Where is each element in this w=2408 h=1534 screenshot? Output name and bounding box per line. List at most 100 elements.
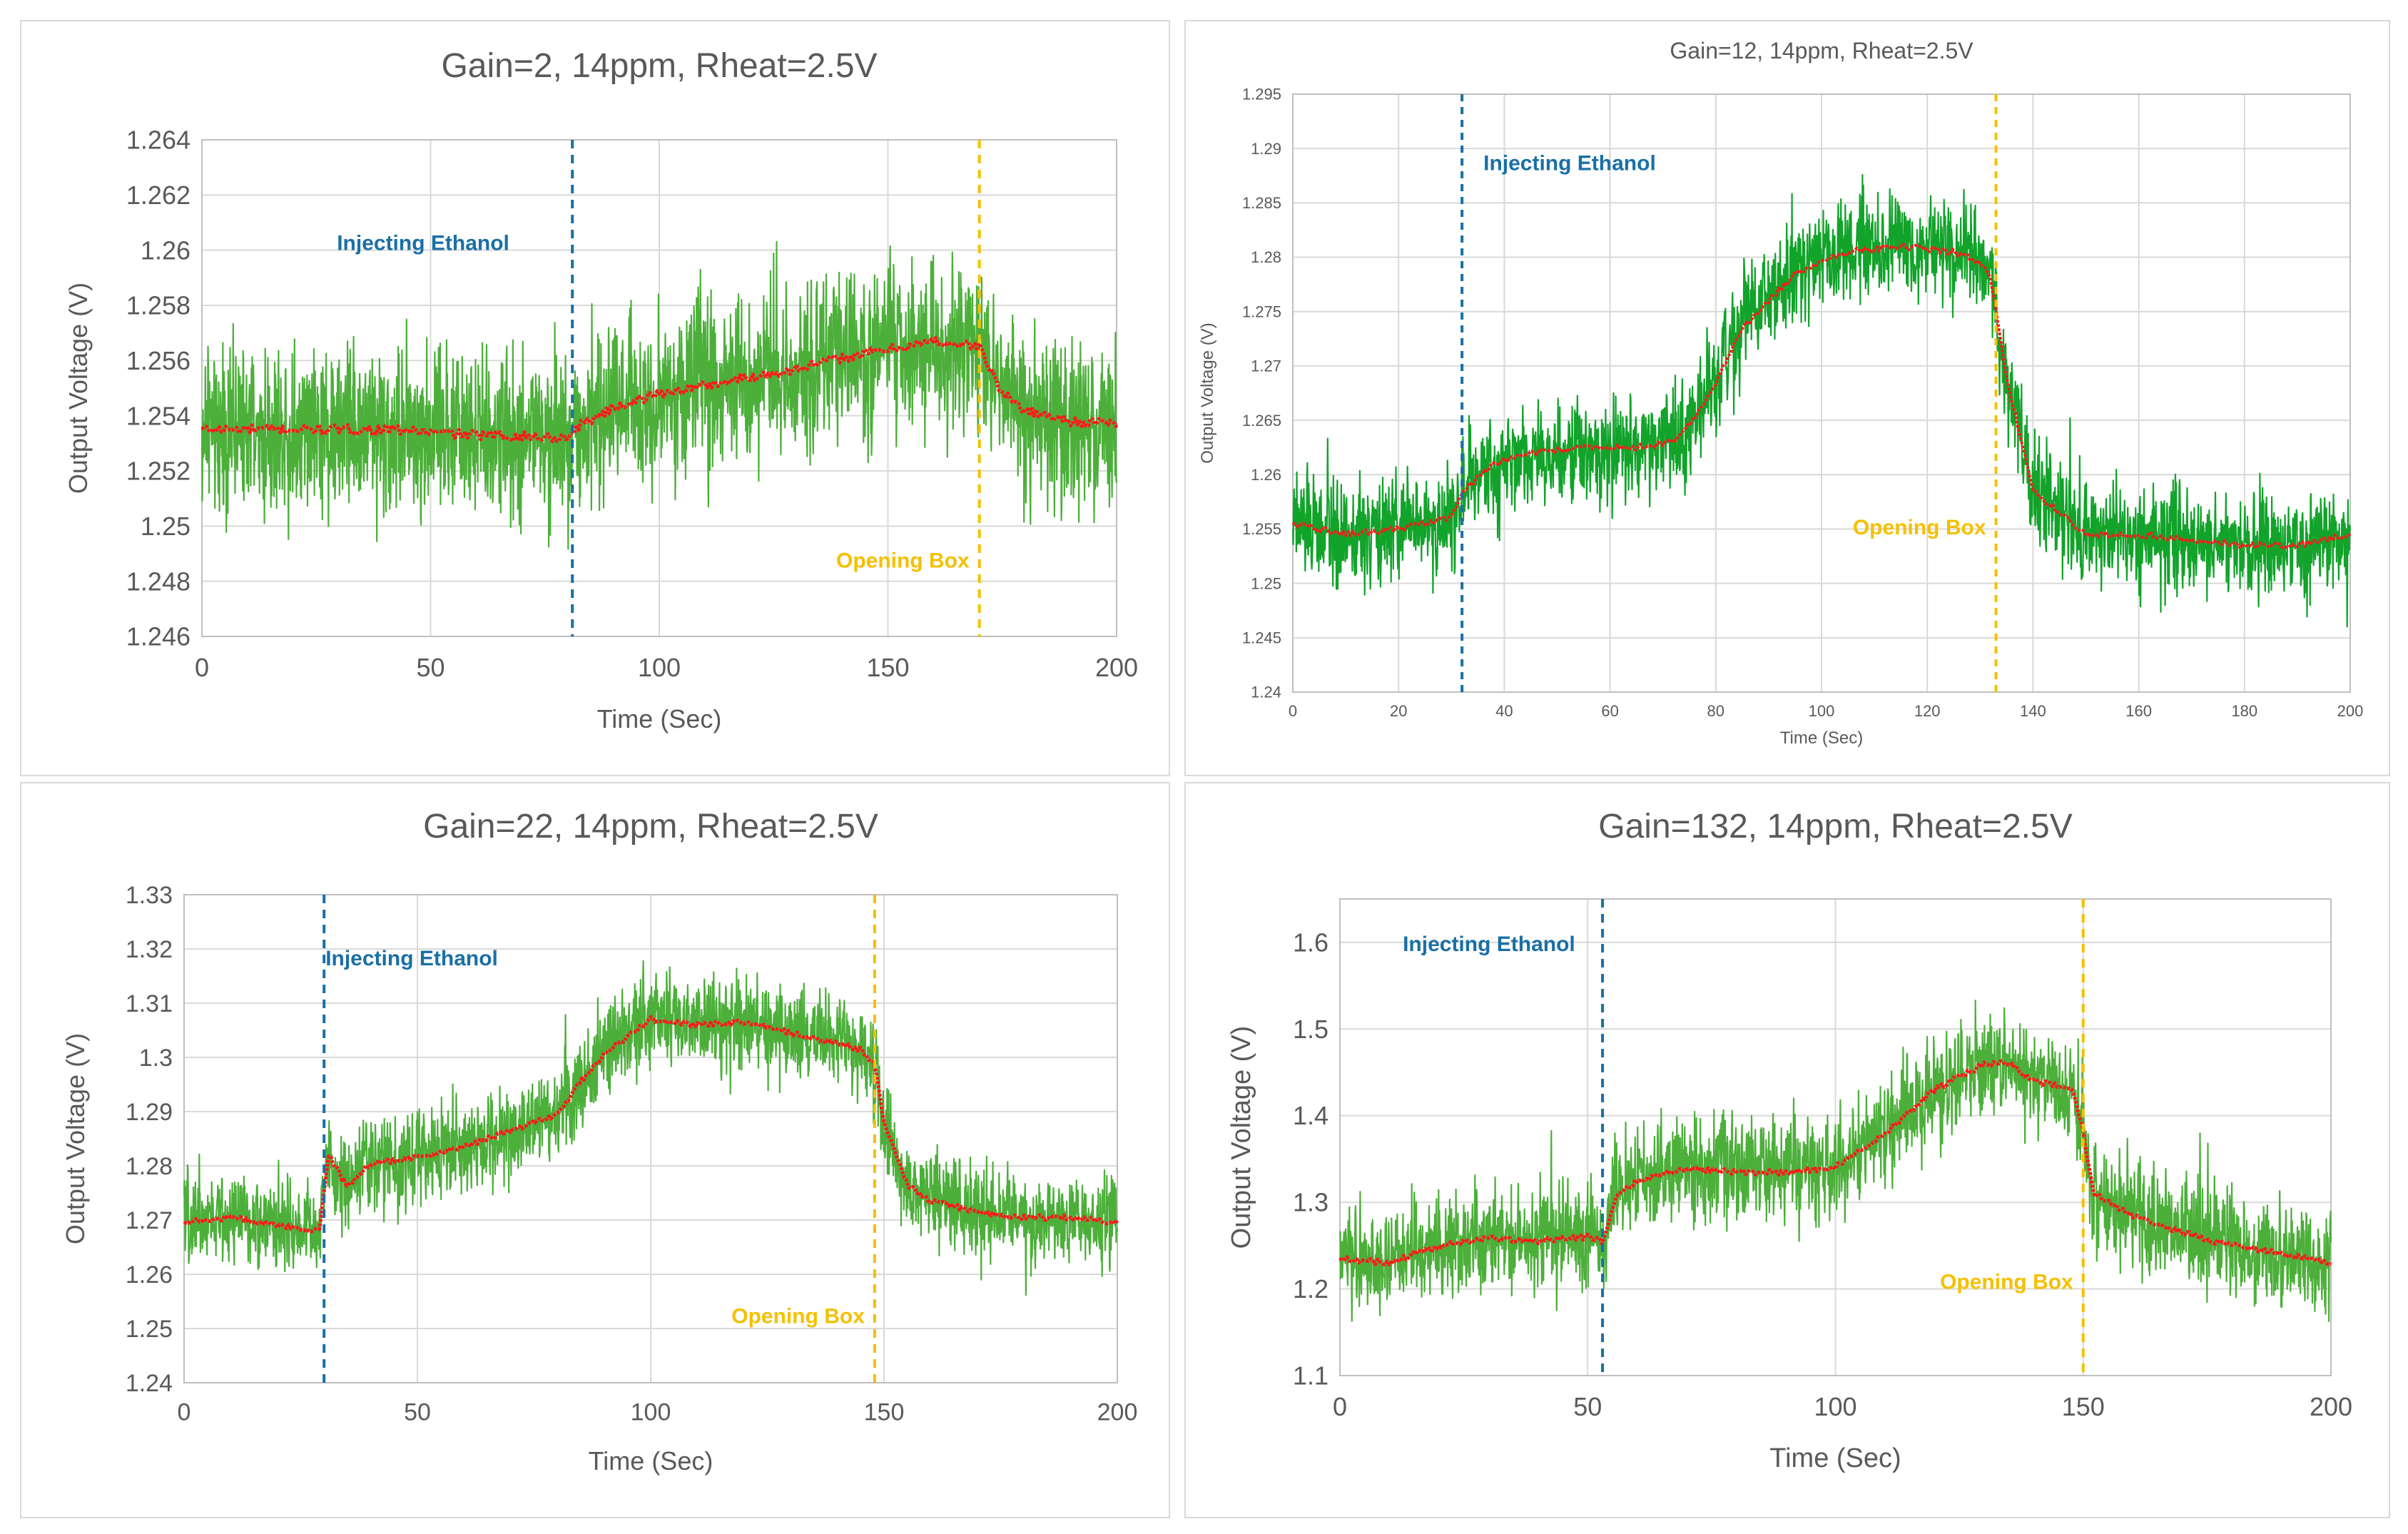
chart-panel-gain-12: Gain=12, 14ppm, Rheat=2.5V 1.24 1.245 1.25 1…	[1184, 20, 2390, 776]
avg-point	[2033, 1080, 2035, 1082]
y-tick-label: 1.248	[126, 567, 190, 596]
chart-panel-gain-132: Gain=132, 14ppm, Rheat=2.5V 1.1 1.2 1.3 1.4 1…	[1184, 782, 2390, 1518]
plot-area	[183, 894, 1118, 1383]
x-tick-label: 120	[1914, 702, 1941, 720]
avg-point	[1602, 1240, 1604, 1242]
avg-point	[230, 1216, 232, 1219]
y-tick-label: 1.254	[126, 401, 190, 430]
avg-point	[976, 1211, 978, 1213]
x-tick-label: 100	[638, 653, 681, 682]
avg-point	[987, 365, 990, 367]
y-tick-label: 1.275	[1242, 303, 1281, 320]
y-tick-label: 1.5	[1293, 1015, 1329, 1044]
x-tick-label: 200	[2337, 702, 2364, 720]
y-tick-label: 1.32	[126, 936, 173, 963]
y-tick-label: 1.29	[126, 1099, 173, 1126]
y-tick-label: 1.27	[1251, 357, 1281, 375]
y-tick-label: 1.258	[126, 291, 190, 320]
avg-point	[2008, 1062, 2010, 1065]
series-moving-average	[1292, 243, 2351, 549]
avg-point	[1583, 447, 1585, 449]
avg-point	[1488, 1238, 1490, 1240]
avg-point	[417, 1157, 418, 1159]
avg-point	[1884, 1132, 1886, 1134]
x-tick-label: 100	[1814, 1392, 1856, 1421]
annotation-injecting-ethanol: Injecting Ethanol	[1483, 152, 1656, 176]
x-axis-label: Time (Sec)	[1780, 728, 1863, 748]
x-tick-label: 150	[866, 653, 909, 682]
avg-point	[2085, 534, 2087, 536]
x-tick-label: 50	[416, 653, 444, 682]
series-raw-output	[1291, 173, 2352, 628]
avg-point	[276, 1224, 278, 1226]
y-tick-label: 1.3	[1293, 1188, 1329, 1217]
avg-point	[1345, 534, 1347, 536]
y-tick-label: 1.3	[139, 1045, 173, 1072]
avg-point	[1794, 273, 1796, 275]
avg-point	[475, 434, 477, 436]
avg-point	[603, 1054, 605, 1056]
x-tick-label: 100	[1809, 702, 1835, 720]
avg-point	[1672, 441, 1675, 443]
y-tick-label: 1.25	[141, 512, 190, 541]
avg-point	[1398, 528, 1400, 530]
avg-point	[2190, 539, 2193, 541]
y-axis-label: Output Voltage (V)	[1226, 1026, 1256, 1249]
avg-point	[1023, 1216, 1025, 1219]
avg-point	[1587, 1236, 1589, 1238]
y-tick-label: 1.285	[1242, 194, 1281, 212]
avg-point	[370, 1162, 372, 1164]
avg-point	[1847, 250, 1849, 253]
chart-title: Gain=2, 14ppm, Rheat=2.5V	[441, 47, 877, 85]
x-tick-label: 150	[2062, 1392, 2105, 1421]
y-tick-label: 1.2	[1293, 1274, 1329, 1304]
avg-point	[836, 1043, 838, 1045]
avg-point	[1537, 1240, 1539, 1242]
avg-point	[1116, 423, 1117, 425]
avg-point	[1388, 1262, 1391, 1264]
avg-point	[2330, 1262, 2332, 1264]
annotation-injecting-ethanol: Injecting Ethanol	[1403, 933, 1575, 956]
avg-point	[1785, 1171, 1787, 1173]
chart-svg-gain-132: Gain=132, 14ppm, Rheat=2.5V 1.1 1.2 1.3 1.4 1…	[1226, 808, 2352, 1473]
avg-point	[1834, 1167, 1837, 1169]
avg-point	[557, 1113, 559, 1115]
y-axis-label: Output Voltage (V)	[61, 1033, 90, 1244]
avg-point	[1953, 250, 1955, 253]
avg-point	[1636, 1179, 1638, 1182]
x-tick-label: 60	[1601, 702, 1618, 720]
avg-point	[463, 1146, 465, 1148]
avg-point	[930, 1200, 932, 1202]
avg-point	[1461, 490, 1463, 492]
y-tick-label: 1.252	[126, 457, 190, 486]
avg-point	[384, 429, 386, 430]
avg-point	[1979, 262, 1981, 264]
avg-point	[1070, 1216, 1072, 1219]
avg-point	[887, 348, 889, 350]
avg-point	[293, 429, 295, 430]
x-tick-label: 0	[1333, 1392, 1347, 1421]
avg-point	[704, 385, 706, 387]
y-tick-label: 1.4	[1293, 1101, 1329, 1130]
avg-point	[579, 1081, 581, 1083]
x-tick-label: 0	[178, 1399, 191, 1426]
series-moving-average	[183, 1015, 1119, 1234]
avg-point	[1001, 392, 1003, 395]
avg-point	[1438, 1244, 1440, 1246]
avg-point	[659, 392, 660, 395]
y-tick-label: 1.28	[126, 1153, 173, 1180]
avg-point	[2138, 534, 2140, 536]
avg-point	[2181, 1231, 2183, 1234]
x-tick-label: 80	[1707, 702, 1724, 720]
avg-point	[1530, 452, 1532, 454]
annotation-opening-box: Opening Box	[1853, 516, 1986, 539]
y-tick-label: 1.29	[1251, 140, 1281, 158]
avg-point	[1704, 403, 1706, 405]
y-tick-label: 1.262	[126, 181, 190, 210]
y-tick-label: 1.26	[1251, 466, 1281, 484]
avg-point	[1900, 245, 1902, 248]
avg-point	[1024, 409, 1026, 411]
avg-point	[650, 1018, 651, 1020]
avg-point	[743, 1021, 745, 1023]
x-axis-label: Time (Sec)	[1769, 1443, 1901, 1473]
